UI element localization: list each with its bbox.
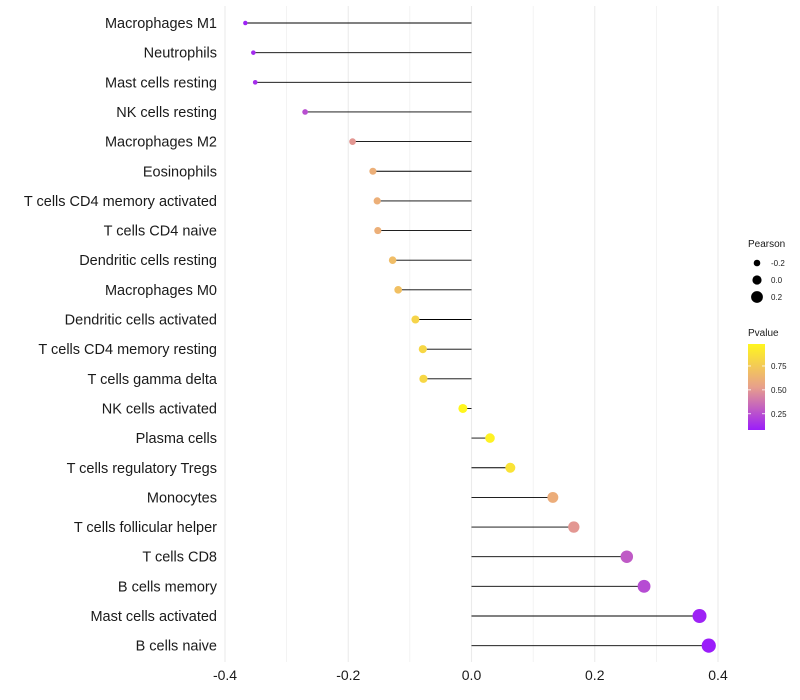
category-label: NK cells resting xyxy=(116,105,217,121)
color-legend-title: Pvalue xyxy=(748,328,779,339)
category-label: Macrophages M0 xyxy=(105,283,217,299)
x-tick-label: 0.0 xyxy=(462,667,482,683)
category-label: T cells regulatory Tregs xyxy=(67,461,217,477)
data-point xyxy=(252,79,258,85)
category-label: Macrophages M2 xyxy=(105,135,217,151)
data-point xyxy=(701,638,716,653)
data-point xyxy=(243,20,248,26)
x-tick-label: 0.2 xyxy=(585,667,605,683)
color-legend-label: 0.25 xyxy=(771,410,787,419)
category-label: Eosinophils xyxy=(143,164,217,180)
grid-lines xyxy=(224,6,719,662)
x-axis-ticks: -0.4 -0.2 0.0 0.2 0.4 xyxy=(213,667,728,683)
category-label: T cells CD4 memory resting xyxy=(38,342,217,358)
category-label: T cells CD8 xyxy=(142,550,217,566)
data-point xyxy=(637,579,651,593)
size-legend-label: 0.0 xyxy=(771,276,783,285)
category-label: B cells memory xyxy=(118,579,218,595)
data-point xyxy=(394,286,402,294)
category-label: NK cells activated xyxy=(102,401,217,417)
data-point xyxy=(374,226,382,235)
data-point xyxy=(505,462,516,473)
legend: Pearson -0.2 0.0 0.2 Pvalue 0.75 0.50 0.25 xyxy=(748,239,787,430)
lollipop-points xyxy=(243,20,716,653)
data-point xyxy=(419,374,428,383)
lollipop-segments xyxy=(245,22,709,647)
category-label: B cells naive xyxy=(136,639,217,655)
data-point xyxy=(568,521,580,533)
data-point xyxy=(373,197,381,205)
size-legend-label: -0.2 xyxy=(771,259,785,268)
data-point xyxy=(349,138,356,145)
data-point xyxy=(251,50,256,55)
category-label: Dendritic cells resting xyxy=(79,253,217,269)
x-tick-label: 0.4 xyxy=(708,667,728,683)
category-labels: Macrophages M1 Neutrophils Mast cells rest… xyxy=(24,16,218,655)
category-label: Plasma cells xyxy=(136,431,217,447)
color-legend-label: 0.50 xyxy=(771,386,787,395)
data-point xyxy=(485,433,495,443)
data-point xyxy=(692,608,707,624)
category-label: T cells CD4 memory activated xyxy=(24,194,217,210)
category-label: Dendritic cells activated xyxy=(65,313,217,329)
color-legend-label: 0.75 xyxy=(771,362,787,371)
color-bar xyxy=(748,344,765,430)
category-label: T cells CD4 naive xyxy=(104,224,217,240)
size-legend-key xyxy=(752,275,762,285)
x-tick-label: -0.4 xyxy=(213,667,237,683)
size-legend-key xyxy=(751,291,763,303)
data-point xyxy=(411,315,420,324)
data-point xyxy=(369,167,377,175)
category-label: Monocytes xyxy=(147,490,217,506)
data-point xyxy=(620,550,634,563)
size-legend-label: 0.2 xyxy=(771,293,783,302)
data-point xyxy=(302,109,308,115)
data-point xyxy=(388,256,397,264)
size-legend-title: Pearson xyxy=(748,239,785,250)
data-point xyxy=(547,491,559,503)
category-label: Macrophages M1 xyxy=(105,16,217,32)
data-point xyxy=(458,403,468,413)
category-label: Mast cells activated xyxy=(90,609,217,625)
category-label: Mast cells resting xyxy=(105,75,217,91)
category-label: T cells follicular helper xyxy=(74,520,217,536)
category-label: T cells gamma delta xyxy=(88,372,218,388)
data-point xyxy=(418,345,427,354)
size-legend-key xyxy=(753,259,761,267)
x-tick-label: -0.2 xyxy=(336,667,360,683)
category-label: Neutrophils xyxy=(144,46,217,62)
